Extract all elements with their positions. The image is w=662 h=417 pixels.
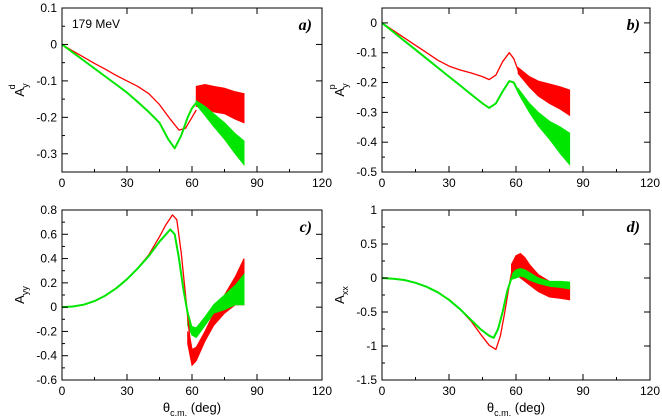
- panel-label: a): [299, 17, 312, 34]
- x-tick-label: 120: [640, 384, 660, 398]
- chart-panel-3: 0 30 60 90 1200.80.60.40.20-0.2-0.4-0.6Ayyθc…: [12, 203, 332, 417]
- y-axis-label: Ayy: [12, 286, 30, 304]
- y-tick-label: 0: [50, 37, 57, 51]
- y-axis-label-sub: xx: [340, 286, 350, 296]
- y-axis-label-sup: p: [327, 84, 337, 89]
- y-axis-label-sup: d: [7, 84, 17, 89]
- y-axis-label-main: A: [12, 88, 27, 97]
- chart-panel-1: 0 30 60 90 120 0.1 0 -0.1 -0.2 -0.3 Ayd a) 179 MeV: [7, 1, 332, 190]
- plot-frame: [381, 7, 651, 173]
- y-axis-label: Ayd: [7, 83, 30, 97]
- x-tick-label: 90: [576, 384, 590, 398]
- x-tick-label: 90: [576, 176, 590, 190]
- y-tick-label: -0.2: [356, 76, 377, 90]
- panel-label: c): [300, 219, 312, 236]
- green-curve: [62, 228, 198, 335]
- energy-annotation: 179 MeV: [72, 17, 120, 31]
- x-tick-label: 60: [185, 176, 199, 190]
- chart-panel-4: 0 30 60 90 120 1 0.5 0 -0.5 -1 -1.5 Axx θc.m. (deg) d…: [332, 203, 660, 417]
- x-tick-label: 90: [250, 384, 264, 398]
- x-tick-label: 30: [442, 384, 456, 398]
- y-axis-label-sub: y: [20, 83, 30, 88]
- y-tick-label: 1: [370, 203, 377, 217]
- plot-area: [62, 214, 245, 367]
- x-axis-label-sub: c.m.: [170, 408, 187, 417]
- y-tick-label: -1.5: [356, 373, 377, 387]
- y-axis-label-sub: yy: [20, 286, 30, 296]
- green-curve: [382, 271, 517, 339]
- x-tick-label: 30: [442, 176, 456, 190]
- red-band: [195, 83, 245, 124]
- x-tick-label: 30: [120, 176, 134, 190]
- y-tick-label: -0.6: [36, 373, 57, 387]
- red-band: [511, 252, 571, 301]
- plot-frame: [381, 209, 651, 381]
- y-axis-label-main: A: [12, 295, 27, 304]
- green-band: [187, 272, 245, 339]
- plot-area: [62, 43, 245, 167]
- y-tick-label: -0.5: [356, 165, 377, 179]
- x-axis-label-unit: (deg): [187, 400, 221, 415]
- y-tick-label: -0.2: [36, 324, 57, 338]
- x-axis-label-main: θ: [487, 400, 494, 415]
- x-tick-label: 60: [509, 176, 523, 190]
- y-axis-label-main: A: [332, 295, 347, 304]
- y-axis-label: Axx: [332, 286, 350, 304]
- x-tick-label: 0: [379, 384, 386, 398]
- red-band: [517, 66, 571, 117]
- y-axis-label-sub: y: [340, 83, 350, 88]
- y-tick-label: 0.8: [40, 203, 57, 217]
- y-tick-label: -0.1: [36, 74, 57, 88]
- x-tick-label: 120: [312, 176, 332, 190]
- chart-panel-2: 0 30 60 90 120 0 -0.1 -0.2 -0.3 -0.4 -0.5 Ayp b): [327, 7, 660, 190]
- y-tick-label: 0: [50, 300, 57, 314]
- y-axis-label: Ayp: [327, 83, 350, 97]
- x-tick-label: 120: [640, 176, 660, 190]
- y-tick-label: 0.4: [40, 252, 57, 266]
- x-tick-label: 0: [379, 176, 386, 190]
- y-tick-label: -0.4: [36, 349, 57, 363]
- green-band: [195, 99, 245, 167]
- x-tick-label: 60: [185, 384, 199, 398]
- x-tick-label: 60: [509, 384, 523, 398]
- y-tick-label: -0.5: [356, 305, 377, 319]
- panel-label: b): [627, 17, 640, 34]
- plot-area: [382, 22, 571, 166]
- x-axis-label: θc.m. (deg): [487, 400, 545, 417]
- x-axis-label-sub: c.m.: [494, 408, 511, 417]
- x-tick-label: 0: [59, 176, 66, 190]
- y-tick-label: 0.5: [360, 237, 377, 251]
- y-tick-label: 0.1: [40, 1, 57, 15]
- green-curve: [382, 22, 524, 109]
- green-band: [517, 87, 571, 166]
- y-axis-label-main: A: [332, 88, 347, 97]
- y-tick-label: -0.2: [36, 110, 57, 124]
- red-curve: [62, 43, 197, 131]
- x-axis-label-main: θ: [163, 400, 170, 415]
- plot-area: [382, 252, 571, 351]
- panel-label: d): [627, 219, 640, 236]
- red-curve: [382, 22, 524, 81]
- y-tick-label: -0.3: [36, 147, 57, 161]
- y-tick-label: -0.3: [356, 105, 377, 119]
- y-tick-label: -0.1: [356, 46, 377, 60]
- x-tick-label: 30: [120, 384, 134, 398]
- plot-frame: [61, 7, 323, 173]
- x-tick-label: 90: [250, 176, 264, 190]
- y-tick-label: 0: [370, 16, 377, 30]
- green-curve: [62, 43, 198, 150]
- green-band: [511, 267, 571, 290]
- x-axis-label-unit: (deg): [511, 400, 545, 415]
- y-tick-label: 0: [370, 271, 377, 285]
- x-tick-label: 0: [59, 384, 66, 398]
- x-tick-label: 120: [312, 384, 332, 398]
- y-tick-label: -1: [366, 339, 377, 353]
- x-axis-label: θc.m. (deg): [163, 400, 221, 417]
- y-tick-label: 0.2: [40, 276, 57, 290]
- y-tick-label: -0.4: [356, 135, 377, 149]
- y-tick-label: 0.6: [40, 227, 57, 241]
